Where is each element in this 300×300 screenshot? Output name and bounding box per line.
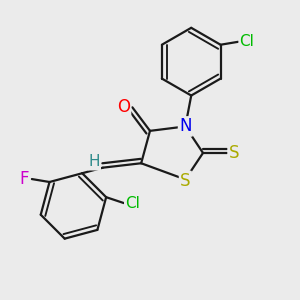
Text: Cl: Cl [240, 34, 254, 49]
Text: H: H [88, 154, 100, 169]
Text: Cl: Cl [125, 196, 140, 211]
Text: S: S [180, 172, 190, 190]
Text: S: S [229, 144, 239, 162]
Text: O: O [117, 98, 130, 116]
Text: N: N [179, 117, 192, 135]
Text: F: F [20, 170, 29, 188]
